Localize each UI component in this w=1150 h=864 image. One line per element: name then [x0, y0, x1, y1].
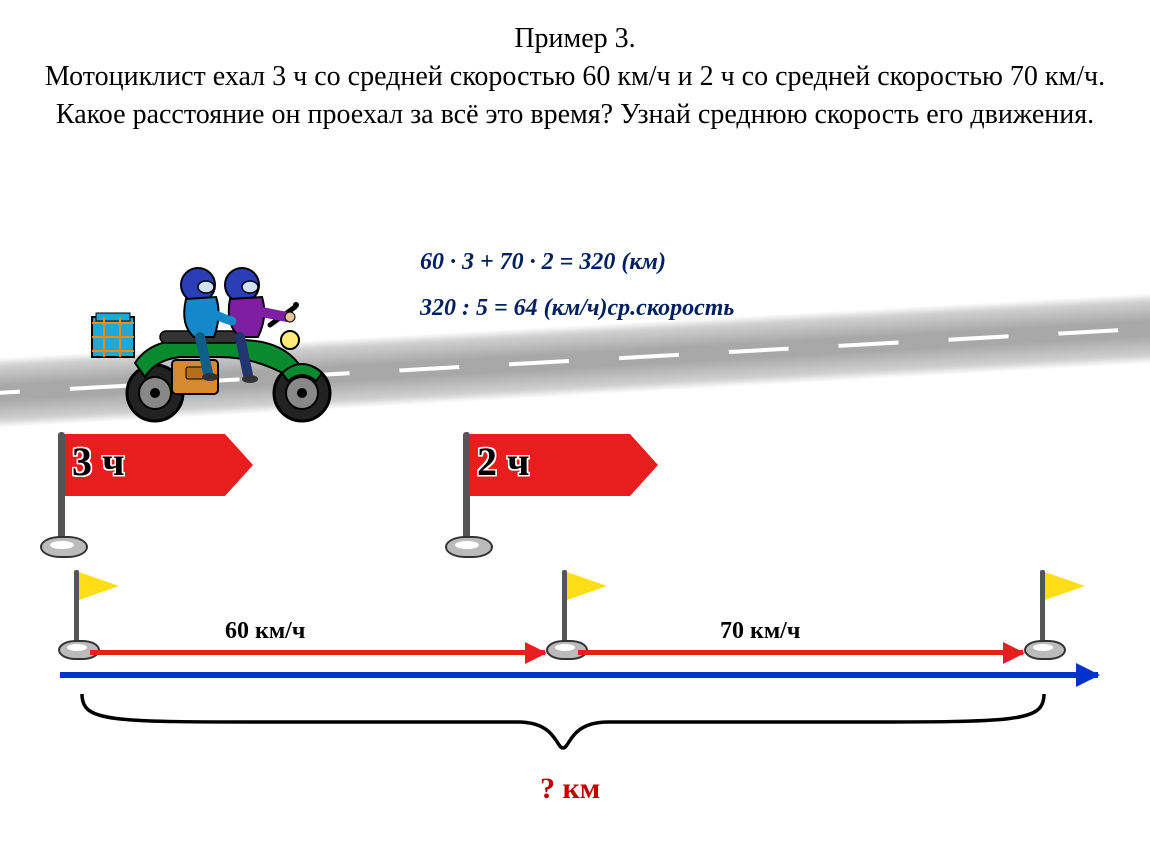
flag-right-label: 2 ч [477, 438, 530, 485]
solution-line-1: 60 · 3 + 70 · 2 = 320 (км) [420, 240, 734, 286]
marker-mid [540, 570, 600, 660]
title: Пример 3. [514, 23, 635, 54]
flag-pole [463, 432, 470, 552]
speed-label-2: 70 км/ч [720, 618, 800, 645]
total-arrow [60, 672, 1098, 678]
pennant-icon [1045, 572, 1085, 600]
problem-body: Мотоциклист ехал 3 ч со средней скорость… [45, 61, 1105, 130]
pennant-icon [567, 572, 607, 600]
motorcycle-illustration [90, 245, 360, 425]
problem-text: Пример 3. Мотоциклист ехал 3 ч со средне… [0, 0, 1150, 133]
speed-label-1: 60 км/ч [225, 618, 305, 645]
flag-right: 2 ч [455, 432, 665, 552]
flag-left: 3 ч [50, 432, 260, 552]
flag-pole [58, 432, 65, 552]
pennant-icon [79, 572, 119, 600]
marker-end [1018, 570, 1078, 660]
marker-pole [1040, 570, 1045, 648]
flag-base [40, 536, 88, 558]
solution-block: 60 · 3 + 70 · 2 = 320 (км) 320 : 5 = 64 … [420, 240, 734, 331]
segment-arrow-2 [578, 650, 1023, 655]
marker-pole [562, 570, 567, 648]
marker-start [52, 570, 112, 660]
marker-pole [74, 570, 79, 648]
unknown-distance-label: ? км [540, 772, 600, 806]
flag-left-label: 3 ч [72, 438, 125, 485]
brace [78, 690, 1048, 760]
segment-arrow-1 [90, 650, 545, 655]
marker-base [1024, 640, 1066, 660]
flag-base [445, 536, 493, 558]
